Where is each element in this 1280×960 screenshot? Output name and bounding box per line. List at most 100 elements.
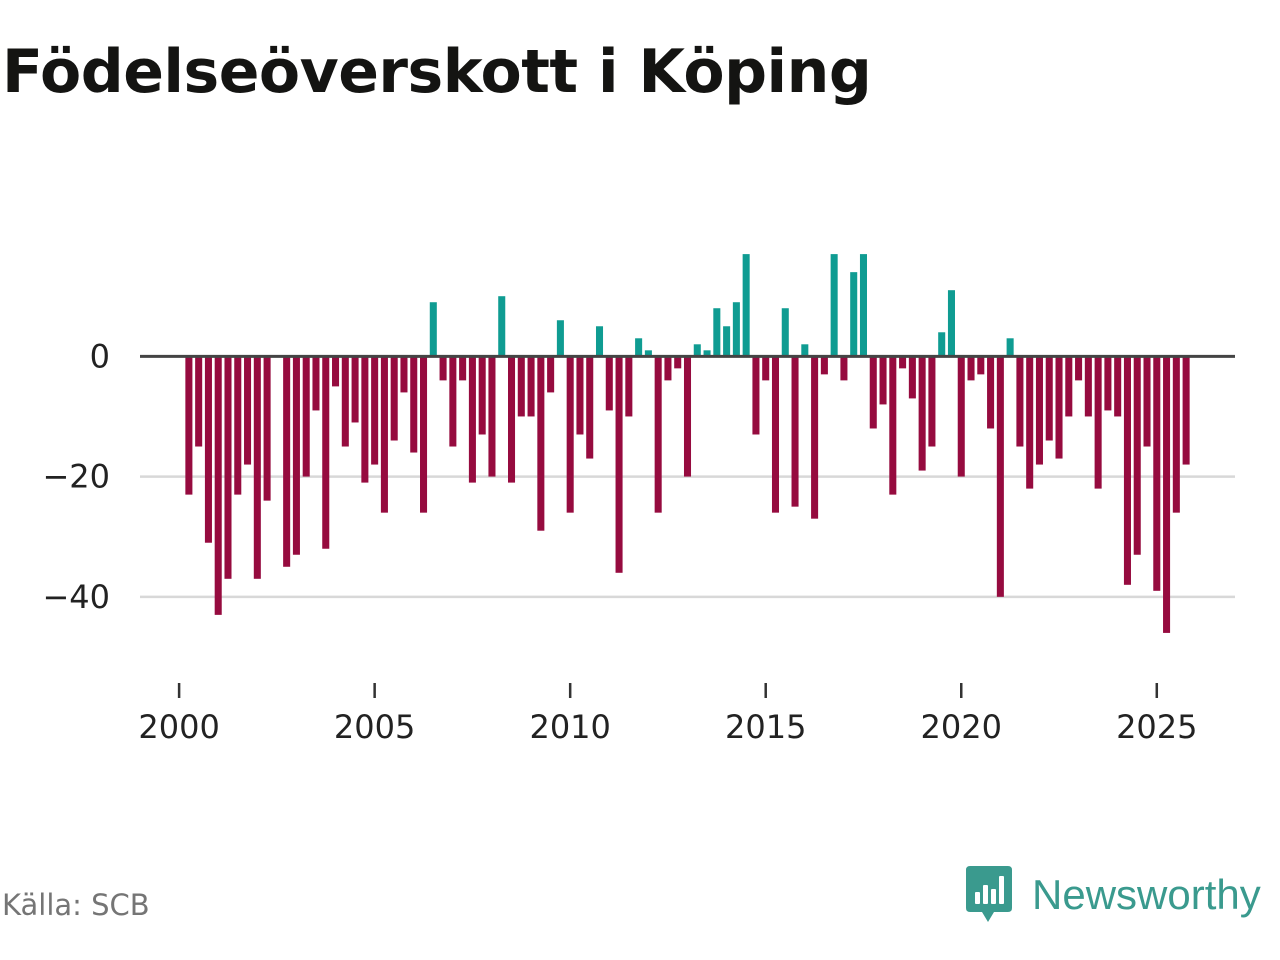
x-tick-label: 2000: [138, 708, 219, 746]
bar-negative: [341, 356, 349, 447]
bar-positive: [723, 326, 731, 357]
bar-negative: [439, 356, 447, 381]
bar-negative: [263, 356, 271, 501]
bar-negative: [1114, 356, 1122, 417]
bar-negative: [302, 356, 310, 477]
bar-negative: [449, 356, 457, 447]
bar-negative: [1026, 356, 1034, 489]
bar-negative: [683, 356, 692, 477]
bar-negative: [987, 356, 995, 429]
brand-name: Newsworthy: [1032, 871, 1261, 918]
bars: [185, 254, 1190, 633]
newsworthy-logo[interactable]: Newsworthy: [964, 864, 1261, 926]
chart-title: Födelseöverskott i Köping: [2, 37, 872, 107]
bar-negative: [664, 356, 672, 381]
bar-negative: [508, 356, 516, 483]
bar-negative: [1084, 356, 1092, 417]
bar-negative: [879, 356, 887, 405]
bar-negative: [752, 356, 760, 435]
bar-negative: [1104, 356, 1112, 411]
bar-negative: [224, 356, 232, 579]
bar-positive: [938, 332, 946, 357]
bar-negative: [1094, 356, 1102, 489]
y-tick-label: −40: [42, 578, 110, 616]
bar-negative: [1016, 356, 1024, 447]
bar-negative: [1045, 356, 1053, 441]
y-tick-label: 0: [90, 337, 110, 375]
bar-negative: [292, 356, 300, 555]
bar-negative: [820, 356, 828, 375]
bar-negative: [517, 356, 525, 417]
bar-negative: [625, 356, 633, 417]
bar-negative: [566, 356, 574, 513]
bar-positive: [644, 350, 652, 357]
bar-negative: [1153, 356, 1161, 591]
bar-negative: [576, 356, 584, 435]
x-tick-label: 2010: [529, 708, 610, 746]
bar-negative: [674, 356, 682, 369]
bar-negative: [1075, 356, 1083, 381]
bar-positive: [859, 254, 867, 357]
bar-negative: [889, 356, 897, 495]
bar-positive: [693, 344, 701, 357]
bar-negative: [615, 356, 623, 573]
bar-positive: [1006, 338, 1014, 357]
bar-negative: [967, 356, 975, 381]
bar-negative: [204, 356, 212, 543]
bar-negative: [410, 356, 418, 453]
gridlines: [140, 475, 1235, 599]
bar-negative: [468, 356, 476, 483]
bar-negative: [654, 356, 662, 513]
y-tick-label: −20: [42, 458, 110, 496]
bar-negative: [312, 356, 320, 411]
bar-negative: [459, 356, 467, 381]
axes: 0 −20 −40 2000 2005 2010 2015 2020 2025: [42, 337, 1235, 746]
bar-negative: [840, 356, 848, 381]
bar-negative: [214, 356, 222, 615]
bar-positive: [595, 326, 604, 357]
bar-negative: [420, 356, 428, 513]
bar-negative: [488, 356, 496, 477]
bar-positive: [429, 302, 437, 357]
bar-negative: [195, 356, 203, 447]
bar-positive: [742, 254, 750, 357]
bar-negative: [478, 356, 486, 435]
bar-negative: [390, 356, 398, 441]
bar-positive: [801, 344, 809, 357]
bar-negative: [1163, 356, 1171, 633]
bar-positive: [732, 302, 740, 357]
bar-negative: [527, 356, 535, 417]
bar-negative: [1172, 356, 1180, 513]
x-tick-label: 2020: [921, 708, 1002, 746]
bar-positive: [850, 272, 858, 357]
bar-negative: [605, 356, 613, 411]
x-tick-label: 2015: [725, 708, 806, 746]
bar-negative: [244, 356, 252, 465]
bar-negative: [351, 356, 359, 423]
bar-positive: [703, 350, 711, 357]
bar-positive: [947, 290, 955, 357]
x-tick-label: 2025: [1116, 708, 1197, 746]
bar-negative: [928, 356, 936, 447]
bar-negative: [977, 356, 985, 375]
bar-positive: [830, 254, 838, 357]
bar-positive: [781, 308, 789, 357]
bar-negative: [957, 356, 965, 477]
bar-negative: [1035, 356, 1043, 465]
bar-negative: [1065, 356, 1073, 417]
bar-negative: [811, 356, 819, 519]
bar-negative: [771, 356, 780, 513]
bar-negative: [869, 356, 877, 429]
bar-negative: [1055, 356, 1063, 459]
bar-negative: [1133, 356, 1141, 555]
bar-negative: [1182, 356, 1190, 465]
bar-negative: [322, 356, 330, 549]
bar-negative: [332, 356, 340, 387]
newsworthy-logo-icon: [966, 866, 1012, 922]
bar-negative: [791, 356, 799, 507]
bar-negative: [371, 356, 379, 465]
bar-positive: [498, 296, 506, 357]
bar-negative: [908, 356, 916, 399]
bar-negative: [996, 356, 1004, 597]
